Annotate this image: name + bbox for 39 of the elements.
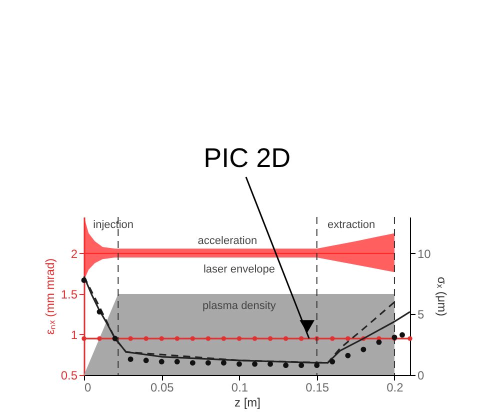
- point: [330, 358, 336, 364]
- point: [190, 360, 196, 366]
- x-tick-label: 0.1: [231, 380, 248, 394]
- point: [360, 346, 366, 352]
- y2-tick-label: 5: [418, 308, 424, 322]
- point: [143, 358, 149, 364]
- point: [128, 356, 134, 362]
- annotation: PIC 2D: [204, 143, 291, 173]
- point: [174, 358, 180, 364]
- annotation: extraction: [327, 219, 376, 231]
- y-tick-label: 0.5: [60, 368, 78, 382]
- y-tick-label: 1.5: [60, 287, 78, 302]
- point: [220, 360, 226, 366]
- x-axis-title: z [m]: [234, 396, 260, 410]
- point: [268, 361, 274, 367]
- y-axis-title: εₙₓ (mm mrad): [42, 258, 57, 335]
- point: [252, 361, 258, 367]
- point: [345, 352, 351, 358]
- annotation: acceleration: [198, 235, 258, 247]
- point: [298, 362, 304, 368]
- y-tick-label: 1: [70, 328, 78, 342]
- point: [81, 277, 87, 283]
- x-tick-label: 0.15: [306, 380, 330, 394]
- point: [283, 362, 289, 368]
- y2-axis-title: σₓ (μm): [434, 276, 449, 316]
- y-tick-label: 2: [70, 246, 78, 261]
- y2-tick-label: 10: [418, 246, 432, 261]
- annotation: injection: [93, 219, 134, 231]
- point: [376, 339, 382, 345]
- y2-tick-label: 0: [418, 368, 424, 382]
- point: [400, 332, 405, 338]
- point: [205, 360, 211, 366]
- point: [158, 358, 164, 364]
- x-tick-label: 0: [84, 380, 92, 394]
- x-tick-label: 0.2: [386, 380, 404, 394]
- point: [96, 309, 102, 315]
- point: [314, 362, 320, 368]
- x-tick-label: 0.05: [150, 380, 174, 394]
- point: [236, 361, 242, 367]
